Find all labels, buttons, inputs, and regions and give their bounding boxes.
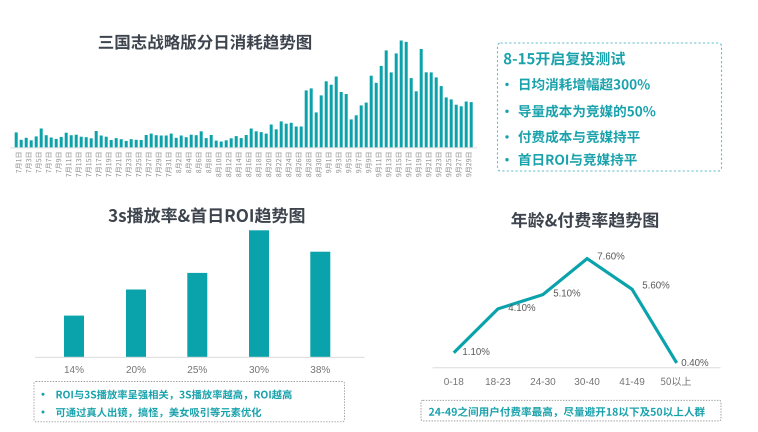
- svg-text:20%: 20%: [126, 365, 146, 376]
- svg-text:38%: 38%: [310, 365, 330, 376]
- svg-text:30%: 30%: [249, 365, 269, 376]
- svg-text:30-40: 30-40: [574, 377, 600, 388]
- svg-text:41-49: 41-49: [619, 377, 645, 388]
- svg-text:18-23: 18-23: [485, 377, 511, 388]
- svg-text:5.60%: 5.60%: [642, 280, 670, 291]
- svg-text:7.60%: 7.60%: [597, 252, 625, 263]
- svg-text:14%: 14%: [64, 365, 84, 376]
- svg-text:24-30: 24-30: [530, 377, 556, 388]
- svg-text:5.10%: 5.10%: [553, 289, 581, 300]
- svg-text:0-18: 0-18: [444, 377, 464, 388]
- svg-text:4.10%: 4.10%: [508, 303, 536, 314]
- svg-text:25%: 25%: [187, 365, 207, 376]
- svg-text:0.40%: 0.40%: [681, 358, 709, 369]
- svg-text:1.10%: 1.10%: [462, 347, 490, 358]
